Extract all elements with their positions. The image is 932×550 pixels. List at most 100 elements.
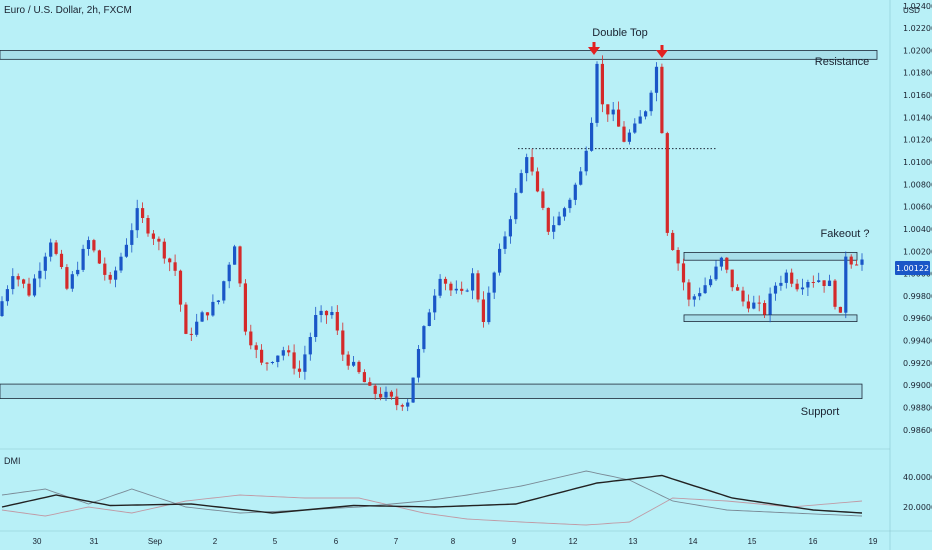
candle[interactable]	[617, 101, 621, 127]
candle[interactable]	[644, 110, 648, 120]
candle[interactable]	[43, 252, 47, 280]
candle[interactable]	[681, 258, 686, 291]
candle[interactable]	[173, 254, 177, 277]
candle[interactable]	[70, 271, 74, 292]
candle[interactable]	[790, 268, 794, 288]
candle[interactable]	[54, 240, 58, 256]
candle[interactable]	[454, 280, 458, 294]
candle[interactable]	[481, 291, 485, 328]
candle[interactable]	[795, 279, 799, 292]
candle[interactable]	[211, 294, 215, 317]
candle[interactable]	[714, 260, 718, 281]
candle[interactable]	[341, 322, 345, 361]
candle[interactable]	[65, 264, 69, 291]
candle[interactable]	[606, 104, 610, 122]
candle[interactable]	[114, 266, 118, 288]
candle[interactable]	[162, 238, 166, 264]
candle[interactable]	[508, 215, 512, 244]
candle[interactable]	[671, 230, 675, 251]
candle[interactable]	[384, 386, 388, 402]
candle[interactable]	[487, 286, 491, 325]
resistance-zone[interactable]	[0, 50, 878, 60]
candle[interactable]	[119, 252, 123, 273]
candle[interactable]	[833, 279, 837, 310]
candle[interactable]	[633, 118, 637, 134]
candle[interactable]	[725, 257, 729, 274]
candle[interactable]	[151, 230, 155, 245]
candle[interactable]	[827, 274, 832, 287]
candle[interactable]	[270, 361, 274, 365]
candle[interactable]	[568, 197, 572, 213]
candle[interactable]	[22, 278, 26, 289]
candle[interactable]	[784, 269, 788, 289]
candle[interactable]	[427, 308, 431, 327]
candle[interactable]	[649, 90, 653, 116]
candle[interactable]	[800, 278, 805, 295]
candle[interactable]	[406, 398, 410, 412]
candle[interactable]	[16, 273, 20, 287]
candle[interactable]	[303, 345, 307, 380]
candle[interactable]	[146, 215, 150, 237]
plus-di-line[interactable]	[1, 470, 863, 517]
candle[interactable]	[81, 244, 85, 272]
candle[interactable]	[400, 403, 404, 411]
candle[interactable]	[249, 324, 253, 350]
candle[interactable]	[292, 344, 296, 375]
candle[interactable]	[395, 388, 399, 411]
candle[interactable]	[676, 247, 680, 271]
candle[interactable]	[379, 387, 383, 401]
candle[interactable]	[157, 236, 161, 251]
candle[interactable]	[736, 284, 740, 291]
candle[interactable]	[519, 169, 523, 194]
candle[interactable]	[768, 287, 772, 323]
candle[interactable]	[38, 262, 42, 288]
candle[interactable]	[546, 207, 550, 235]
candle[interactable]	[692, 294, 696, 307]
candle[interactable]	[135, 199, 139, 238]
candle[interactable]	[141, 202, 145, 223]
candle[interactable]	[779, 275, 783, 291]
candle[interactable]	[92, 238, 96, 253]
candle[interactable]	[584, 146, 588, 176]
range-top-zone[interactable]	[683, 251, 858, 261]
candle[interactable]	[184, 302, 188, 335]
candle[interactable]	[514, 188, 518, 224]
candle[interactable]	[752, 295, 756, 310]
candle[interactable]	[622, 121, 626, 143]
range-bottom-zone[interactable]	[683, 314, 858, 322]
candle[interactable]	[352, 356, 356, 367]
candle[interactable]	[433, 289, 437, 320]
candle[interactable]	[389, 390, 393, 400]
last-price-tag[interactable]: 1.00122	[895, 261, 930, 275]
candle[interactable]	[281, 346, 285, 361]
candle[interactable]	[189, 327, 193, 341]
adx-line[interactable]	[1, 474, 863, 514]
candle[interactable]	[238, 245, 242, 287]
candle[interactable]	[579, 167, 583, 186]
candle[interactable]	[297, 360, 302, 378]
candle[interactable]	[168, 257, 172, 272]
candle[interactable]	[449, 281, 453, 296]
candle[interactable]	[76, 261, 80, 277]
candle[interactable]	[108, 272, 112, 284]
candle[interactable]	[233, 244, 237, 265]
candle[interactable]	[362, 369, 366, 383]
candle[interactable]	[525, 153, 529, 182]
candle[interactable]	[32, 274, 37, 298]
candle[interactable]	[324, 310, 329, 324]
candle[interactable]	[530, 148, 534, 176]
candle[interactable]	[411, 377, 415, 403]
candle[interactable]	[373, 384, 377, 400]
candle[interactable]	[260, 344, 264, 366]
candle[interactable]	[471, 268, 475, 300]
candle[interactable]	[806, 279, 810, 296]
candle[interactable]	[860, 253, 864, 271]
candle[interactable]	[11, 268, 15, 295]
candle[interactable]	[438, 274, 442, 299]
candle[interactable]	[654, 62, 659, 102]
candle[interactable]	[817, 272, 821, 283]
candle[interactable]	[27, 277, 31, 297]
candle[interactable]	[465, 288, 469, 293]
candle[interactable]	[308, 332, 312, 361]
